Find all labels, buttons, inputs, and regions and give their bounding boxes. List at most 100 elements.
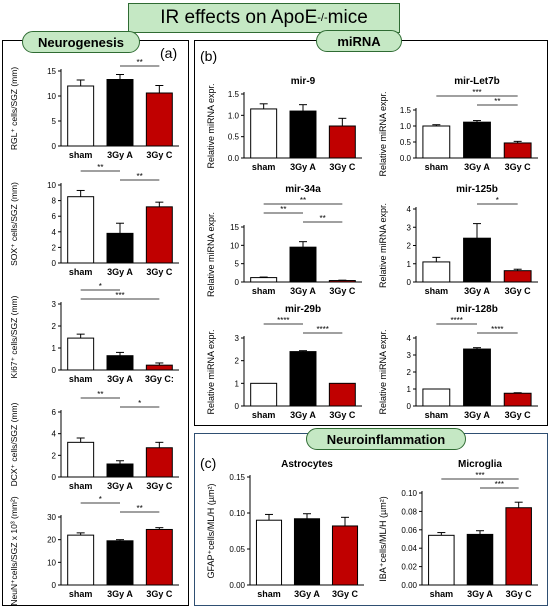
significance-label: * [496, 196, 499, 205]
chart-mir29b: mir-29b 0 1 2 3 Relative miRNA expr. sham 3Gy A… [206, 304, 362, 420]
bar-sham [67, 337, 95, 371]
significance-label: **** [316, 325, 328, 334]
y-axis-label: GFAP⁺cells/ML/H (µm²) [206, 484, 216, 579]
significance-label: **** [450, 316, 462, 325]
x-tick-label: 3Gy A [294, 589, 320, 599]
y-tick-label: 0.5 [228, 133, 240, 142]
x-tick-label: sham [252, 410, 276, 420]
x-tick-label: 3Gy A [290, 162, 316, 172]
significance-label: ** [97, 163, 103, 172]
y-tick-label: 0 [407, 402, 412, 411]
bar-sham [250, 277, 278, 283]
x-tick-label: 3Gy C [329, 162, 356, 172]
mirna-header: miRNA [316, 30, 402, 52]
x-tick-label: sham [257, 589, 281, 599]
chart-ki67: 0 1 2 3 Ki67⁺ cells/SGZ (mm) sham 3Gy A 3Gy C: *… [9, 282, 179, 384]
y-axis-label: Relative miRNA expr. [206, 212, 216, 297]
y-axis-label: DCX⁺ cells/SGZ (mm) [9, 402, 19, 486]
y-tick-label: 4 [407, 205, 412, 214]
bar-3gya [106, 232, 134, 264]
x-tick-label: sham [425, 410, 449, 420]
y-tick-label: 4 [52, 228, 57, 237]
y-tick-label: 1 [52, 344, 57, 353]
x-tick-label: sham [425, 286, 449, 296]
panel-c-letter: (c) [200, 455, 217, 471]
y-tick-label: 0.10 [401, 489, 417, 498]
x-tick-label: 3Gy C [146, 267, 173, 277]
panel-a-letter: (a) [160, 45, 178, 61]
y-tick-label: 2 [52, 322, 57, 331]
bar-3gya [463, 121, 491, 159]
significance-label: *** [475, 471, 484, 480]
chart-rgl: 0 5 10 15 RGL⁺ cells/SGZ (mm) sham 3Gy A 3Gy C *… [9, 58, 179, 160]
x-tick-label: 3Gy A [290, 410, 316, 420]
y-tick-label: 10 [47, 558, 56, 567]
chart-astrocytes: Astrocytes 0.00 0.05 0.10 0.15 GFAP⁺cells/ML/… [206, 459, 364, 599]
chart-microglia: Microglia 0.00 0.02 0.04 0.06 0.08 0.10 IBA⁺cel… [378, 459, 538, 599]
x-tick-label: 3Gy C [146, 481, 173, 491]
significance-label: *** [472, 88, 481, 97]
bar-sham [422, 125, 451, 159]
x-tick-label: 3Gy A [107, 374, 133, 384]
y-tick-label: 30 [47, 513, 56, 522]
chart-mir34a: mir-34a 0 5 10 15 Relative miRNA expr. sham 3Gy… [206, 184, 362, 297]
bar-sham [67, 196, 95, 264]
y-tick-label: 2 [407, 368, 412, 377]
bar-3gya [466, 533, 494, 586]
y-tick-label: 0.02 [401, 563, 417, 572]
y-tick-label: 6 [52, 212, 57, 221]
bar-3gyc [145, 528, 173, 586]
bar-3gya [293, 518, 321, 586]
y-tick-label: 1 [407, 260, 412, 269]
significance-label: ** [320, 214, 326, 223]
y-tick-label: 1.5 [228, 90, 240, 99]
bar-3gyc [331, 525, 359, 586]
y-tick-label: 2 [407, 242, 412, 251]
x-tick-label: 3Gy A [464, 286, 490, 296]
bar-3gya [463, 237, 491, 283]
bar-3gyc [505, 507, 532, 586]
y-tick-label: 0.0 [400, 154, 412, 163]
y-tick-label: 5 [235, 260, 240, 269]
x-tick-label: 3Gy A [467, 589, 493, 599]
bar-sham [67, 441, 95, 478]
y-tick-label: 0.0 [228, 154, 240, 163]
significance-label: ** [137, 58, 143, 67]
y-tick-label: 0.10 [229, 509, 245, 518]
x-tick-label: 3Gy C [146, 589, 173, 599]
x-tick-label: 3Gy C [329, 410, 356, 420]
x-tick-label: sham [430, 589, 454, 599]
y-tick-label: 0 [235, 278, 240, 287]
chart-title: mir-125b [456, 184, 498, 195]
chart-title: mir-29b [285, 304, 321, 315]
y-tick-label: 4 [52, 430, 57, 439]
chart-mirlet7b: mir-Let7b 0.0 0.5 1.0 1.5 Relative miRNA expr… [378, 76, 538, 177]
bar-3gyc [328, 125, 356, 159]
x-tick-label: 3Gy C [505, 410, 532, 420]
x-tick-label: sham [69, 150, 93, 160]
bar-3gyc [503, 270, 532, 283]
y-tick-label: 0 [52, 581, 57, 590]
significance-label: ** [137, 172, 143, 181]
y-tick-label: 0 [52, 142, 57, 151]
y-axis-label: Ki67⁺ cells/SGZ (mm) [9, 295, 19, 378]
bar-3gyc [503, 142, 532, 159]
x-tick-label: sham [69, 481, 93, 491]
x-tick-label: sham [69, 589, 93, 599]
y-axis-label: Relative miRNA expr. [206, 83, 216, 168]
significance-label: ** [137, 504, 143, 513]
chart-title: mir-128b [456, 304, 498, 315]
x-tick-label: 3Gy C [329, 286, 356, 296]
y-axis-label: Relative miRNA expr. [378, 203, 388, 288]
chart-title: Microglia [458, 459, 502, 470]
y-tick-label: 10 [47, 181, 56, 190]
y-axis-label: RGL⁺ cells/SGZ (mm) [9, 67, 19, 151]
y-tick-label: 0.5 [400, 138, 412, 147]
y-axis-label: Relative miRNA expr. [378, 91, 388, 176]
y-tick-label: 0 [407, 278, 412, 287]
chart-title: mir-9 [291, 76, 316, 87]
y-axis-label: SOX⁺ cells/SGZ (mm) [9, 182, 19, 266]
x-tick-label: sham [252, 162, 276, 172]
y-tick-label: 1.0 [400, 122, 412, 131]
